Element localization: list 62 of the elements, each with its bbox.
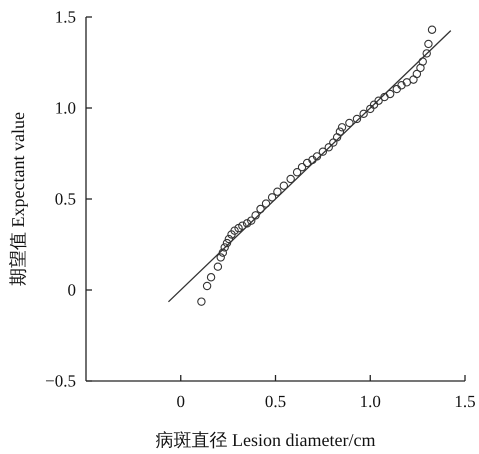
point (292, 168, 302, 176)
point (336, 127, 344, 136)
y-tick-label: 0 (68, 280, 76, 300)
point (402, 78, 412, 87)
point (352, 114, 362, 124)
point (298, 162, 306, 172)
point (397, 81, 406, 90)
point (268, 193, 276, 202)
point (247, 216, 256, 225)
y-axis-title: 期望值 Expectant value (8, 112, 28, 286)
point (412, 70, 422, 78)
point (220, 243, 229, 252)
point (251, 211, 260, 220)
point (224, 234, 234, 244)
point (227, 230, 236, 239)
point (202, 282, 212, 290)
point (409, 75, 418, 84)
point (329, 138, 338, 147)
point (234, 224, 243, 232)
point (222, 238, 232, 248)
point (386, 90, 394, 98)
point (256, 204, 265, 214)
point (308, 156, 317, 164)
point (428, 26, 436, 34)
y-tick-label: 1.0 (54, 98, 76, 118)
x-axis-title: 病斑直径 Lesion diameter/cm (156, 430, 376, 450)
x-tick-label: 0 (176, 392, 185, 412)
point (312, 152, 322, 161)
point (238, 222, 247, 230)
point (214, 262, 222, 271)
point (197, 297, 206, 306)
point (366, 104, 374, 114)
point (324, 143, 333, 152)
point (424, 40, 433, 48)
point (230, 226, 239, 235)
point (359, 110, 368, 118)
point (286, 174, 295, 184)
point (422, 49, 431, 58)
x-tick-label: 1.5 (454, 392, 476, 412)
y-tick-label: 1.5 (54, 7, 76, 26)
point (216, 253, 225, 262)
point (370, 100, 378, 109)
x-tick-label: 1.0 (360, 392, 381, 412)
point (318, 147, 328, 156)
point (332, 133, 342, 142)
point (280, 182, 288, 190)
point (242, 219, 252, 228)
y-tick-label: 0.5 (54, 189, 76, 208)
point (338, 123, 346, 132)
point (262, 199, 270, 208)
point (273, 188, 282, 196)
y-tick-label: −0.5 (45, 371, 76, 390)
point (392, 84, 401, 94)
point (345, 118, 354, 128)
point (302, 158, 312, 168)
point (206, 273, 216, 282)
point (418, 57, 427, 66)
point (218, 248, 228, 257)
x-tick-label: 0.5 (264, 392, 286, 412)
point (416, 64, 425, 72)
point (374, 96, 383, 105)
point (380, 92, 389, 102)
